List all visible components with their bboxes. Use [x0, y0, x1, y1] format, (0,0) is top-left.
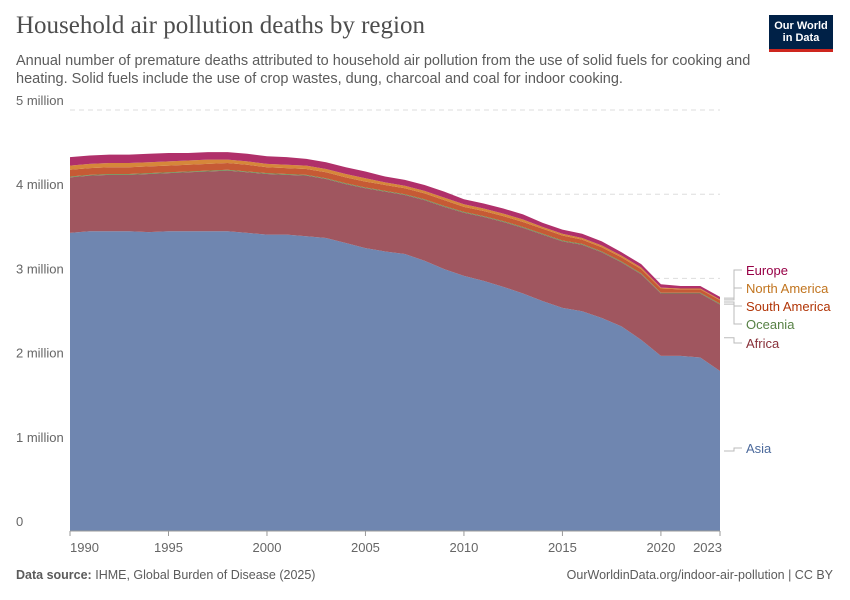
legend-connector	[724, 337, 742, 344]
legend-connector	[724, 301, 742, 307]
x-tick-label: 2023	[693, 540, 722, 555]
x-tick-label: 1990	[70, 540, 99, 555]
source-text: IHME, Global Burden of Disease (2025)	[95, 568, 316, 582]
legend-connector	[724, 447, 742, 452]
source-link[interactable]: OurWorldinData.org/indoor-air-pollution …	[566, 568, 833, 582]
x-tick-label: 2010	[449, 540, 478, 555]
source-label: Data source:	[16, 568, 92, 582]
legend-connector	[724, 269, 742, 299]
legend-label-asia[interactable]: Asia	[746, 441, 772, 456]
chart-subtitle: Annual number of premature deaths attrib…	[16, 53, 751, 87]
data-source: Data source: IHME, Global Burden of Dise…	[16, 568, 315, 582]
x-tick-label: 2020	[646, 540, 675, 555]
y-tick-label: 0	[16, 514, 23, 529]
y-tick-label: 3 million	[16, 261, 64, 276]
area-south-america[interactable]	[70, 163, 720, 304]
x-tick-label: 1995	[154, 540, 183, 555]
legend-label-africa[interactable]: Africa	[746, 336, 780, 351]
legend-label-north-america[interactable]: North America	[746, 281, 829, 296]
legend-label-south-america[interactable]: South America	[746, 299, 831, 314]
area-africa[interactable]	[70, 170, 720, 372]
x-tick-label: 2015	[548, 540, 577, 555]
x-tick-label: 2000	[253, 540, 282, 555]
y-tick-label: 2 million	[16, 346, 64, 361]
y-tick-label: 1 million	[16, 430, 64, 445]
y-tick-label: 5 million	[16, 93, 64, 108]
x-tick-label: 2005	[351, 540, 380, 555]
legend-label-oceania[interactable]: Oceania	[746, 317, 795, 332]
legend-connector	[724, 303, 742, 325]
y-tick-label: 4 million	[16, 177, 64, 192]
legend-label-europe[interactable]: Europe	[746, 263, 788, 278]
owid-logo[interactable]: Our World in Data	[769, 15, 833, 52]
area-asia[interactable]	[70, 231, 720, 532]
area-europe[interactable]	[70, 152, 720, 300]
chart-title: Household air pollution deaths by region	[16, 12, 425, 39]
